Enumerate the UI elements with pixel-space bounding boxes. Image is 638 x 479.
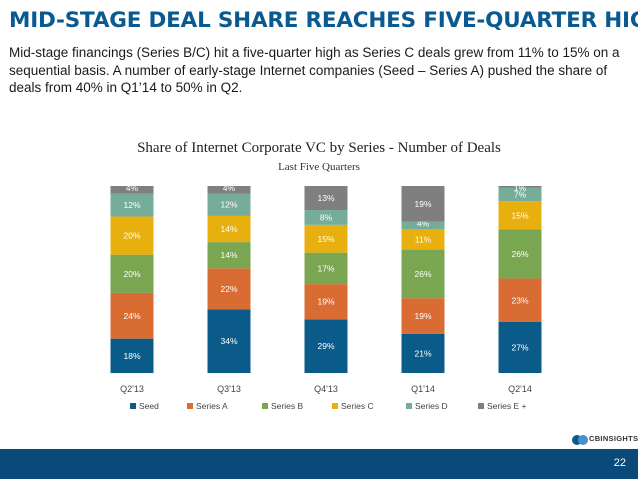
data-label: 14%	[220, 250, 237, 260]
data-label: 24%	[123, 311, 140, 321]
data-label: 11%	[415, 234, 432, 244]
x-tick-label: Q1'14	[411, 384, 435, 394]
data-label: 29%	[317, 341, 334, 351]
legend-label: Series A	[196, 401, 228, 411]
cb-insights-logo-icon	[572, 435, 588, 445]
data-label: 15%	[511, 210, 528, 220]
intro-paragraph: Mid-stage financings (Series B/C) hit a …	[9, 45, 620, 95]
bar-segment	[304, 319, 348, 373]
chart-subtitle: Last Five Quarters	[278, 161, 360, 173]
chart-title: Share of Internet Corporate VC by Series…	[137, 140, 501, 156]
data-label: 34%	[220, 336, 237, 346]
data-label: 14%	[220, 224, 237, 234]
bar-segment	[401, 221, 445, 230]
legend-label: Series D	[415, 401, 448, 411]
bar-segment	[110, 254, 154, 293]
data-label: 12%	[123, 200, 140, 210]
data-label: 23%	[511, 295, 528, 305]
bar-segment	[498, 229, 542, 279]
bar-segment	[498, 278, 542, 322]
data-label: 26%	[414, 269, 431, 279]
bar-segment	[110, 338, 154, 373]
slide-headline: MID-STAGE DEAL SHARE REACHES FIVE-QUARTE…	[9, 8, 638, 33]
data-label: 27%	[511, 343, 528, 353]
bar-segment	[401, 229, 445, 250]
bar-segment	[207, 193, 251, 216]
bar-segment	[304, 284, 348, 320]
data-label: 12%	[220, 200, 237, 210]
legend-label: Series E +	[487, 401, 526, 411]
bar-segment	[498, 322, 542, 373]
bar-segment	[498, 187, 542, 202]
data-label: 15%	[317, 234, 334, 244]
legend-swatch	[406, 403, 412, 409]
bar-segment	[304, 252, 348, 285]
data-label: 18%	[123, 351, 140, 361]
bar-segment	[110, 292, 154, 339]
data-label: 19%	[414, 199, 431, 209]
bar-segment	[207, 215, 251, 243]
bar-segment	[207, 309, 251, 373]
bar-segment	[207, 268, 251, 310]
data-label: 7%	[514, 190, 527, 200]
legend-label: Seed	[139, 401, 159, 411]
legend-swatch	[187, 403, 193, 409]
x-tick-label: Q3'13	[217, 384, 241, 394]
bar-segment	[304, 210, 348, 225]
bar-segment	[110, 193, 154, 217]
data-label: 13%	[317, 193, 334, 203]
data-label: 4%	[126, 183, 139, 193]
data-label: 22%	[220, 284, 237, 294]
x-tick-label: Q2'13	[120, 384, 144, 394]
bar-segment	[401, 298, 445, 334]
footer-bar	[0, 449, 638, 479]
cb-insights-logo-text: CBINSIGHTS	[589, 434, 638, 443]
x-tick-label: Q4'13	[314, 384, 338, 394]
data-label: 21%	[414, 348, 431, 358]
data-label: 20%	[123, 269, 140, 279]
legend-label: Series B	[271, 401, 303, 411]
data-label: 20%	[123, 231, 140, 241]
bar-segment	[207, 186, 251, 194]
data-label: 4%	[223, 183, 236, 193]
bar-segment	[304, 186, 348, 211]
bar-segment	[401, 186, 445, 222]
legend-swatch	[332, 403, 338, 409]
data-label: 26%	[511, 249, 528, 259]
bar-segment	[110, 186, 154, 194]
bar-segment	[110, 216, 154, 255]
legend-swatch	[262, 403, 268, 409]
legend-label: Series C	[341, 401, 374, 411]
legend-swatch	[130, 403, 136, 409]
bar-segment	[498, 186, 542, 188]
bar-segment	[401, 249, 445, 299]
legend-swatch	[478, 403, 484, 409]
bar-segment	[304, 224, 348, 253]
bar-segment	[207, 242, 251, 269]
data-label: 4%	[417, 219, 430, 229]
bar-segment	[401, 333, 445, 373]
data-label: 19%	[317, 297, 334, 307]
bar-segment	[498, 201, 542, 230]
data-label: 8%	[320, 212, 333, 222]
data-label: 1%	[514, 183, 527, 193]
data-label: 19%	[414, 311, 431, 321]
data-label: 17%	[317, 263, 334, 273]
page-number: 22	[613, 457, 626, 469]
x-tick-label: Q2'14	[508, 384, 532, 394]
